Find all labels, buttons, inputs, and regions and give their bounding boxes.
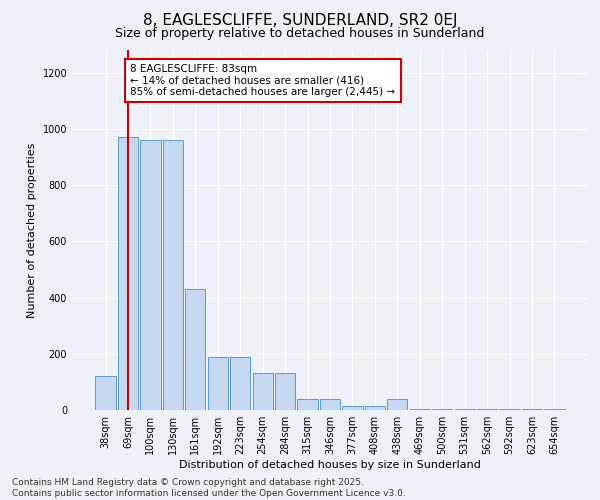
Bar	[298, 399, 317, 410]
X-axis label: Distribution of detached houses by size in Sunderland: Distribution of detached houses by size …	[179, 460, 481, 470]
Bar	[499, 409, 520, 410]
Bar	[185, 289, 205, 410]
Bar	[365, 406, 385, 410]
Bar	[544, 409, 565, 410]
Bar	[343, 406, 362, 410]
Bar	[230, 356, 250, 410]
Y-axis label: Number of detached properties: Number of detached properties	[27, 142, 37, 318]
Bar	[95, 376, 116, 410]
Bar	[455, 408, 475, 410]
Bar	[163, 140, 183, 410]
Bar	[320, 399, 340, 410]
Bar	[140, 140, 161, 410]
Bar	[477, 408, 497, 410]
Text: 8, EAGLESCLIFFE, SUNDERLAND, SR2 0EJ: 8, EAGLESCLIFFE, SUNDERLAND, SR2 0EJ	[143, 12, 457, 28]
Bar	[253, 374, 273, 410]
Bar	[432, 408, 452, 410]
Text: 8 EAGLESCLIFFE: 83sqm
← 14% of detached houses are smaller (416)
85% of semi-det: 8 EAGLESCLIFFE: 83sqm ← 14% of detached …	[130, 64, 395, 98]
Bar	[522, 408, 542, 410]
Text: Size of property relative to detached houses in Sunderland: Size of property relative to detached ho…	[115, 28, 485, 40]
Bar	[118, 137, 138, 410]
Bar	[410, 408, 430, 410]
Bar	[275, 374, 295, 410]
Bar	[387, 399, 407, 410]
Bar	[208, 356, 228, 410]
Text: Contains HM Land Registry data © Crown copyright and database right 2025.
Contai: Contains HM Land Registry data © Crown c…	[12, 478, 406, 498]
